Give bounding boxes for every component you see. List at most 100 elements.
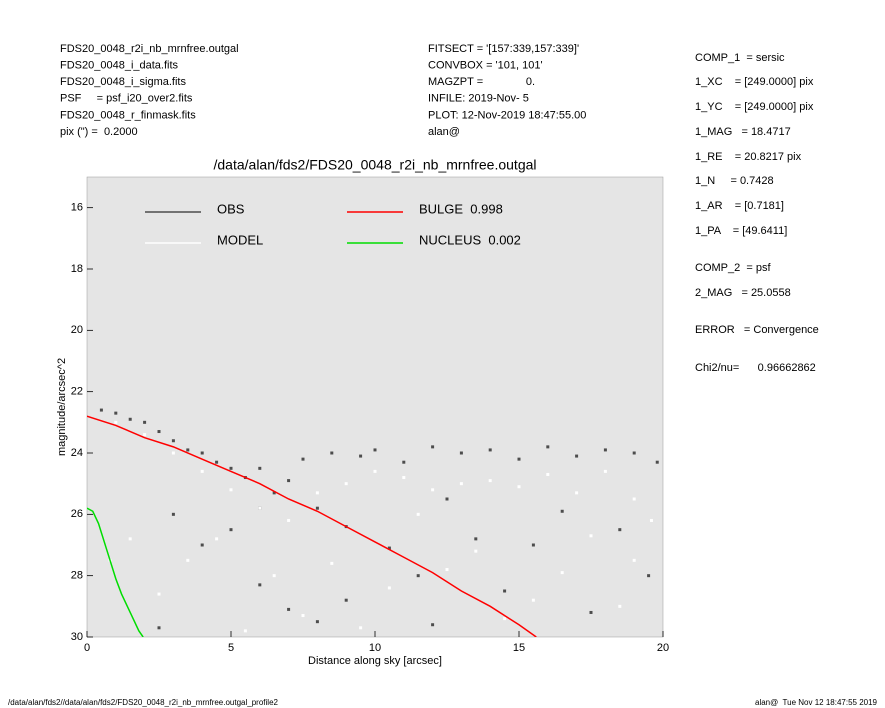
header-middle-line: FITSECT = '[157:339,157:339]' bbox=[428, 43, 579, 55]
header-right-line: 1_AR = [0.7181] bbox=[695, 200, 784, 212]
data-point bbox=[546, 472, 550, 476]
header-left-line: FDS20_0048_i_data.fits bbox=[60, 60, 179, 72]
data-point bbox=[330, 451, 334, 455]
data-point bbox=[618, 604, 622, 608]
data-point bbox=[243, 629, 247, 633]
series-line bbox=[87, 507, 144, 637]
header-middle-line: INFILE: 2019-Nov- 5 bbox=[428, 93, 529, 105]
data-point bbox=[632, 558, 636, 562]
y-tick-label: 16 bbox=[71, 202, 83, 214]
data-point bbox=[416, 512, 420, 516]
header-right-line: 1_RE = 20.8217 pix bbox=[695, 151, 802, 163]
data-point bbox=[186, 558, 190, 562]
data-point bbox=[649, 518, 653, 522]
data-point bbox=[315, 506, 319, 510]
data-point bbox=[200, 469, 204, 473]
data-point bbox=[488, 448, 492, 452]
header-right-line: COMP_2 = psf bbox=[695, 262, 771, 274]
plot-area bbox=[86, 176, 664, 638]
data-point bbox=[215, 537, 219, 541]
data-point bbox=[459, 482, 463, 486]
series-line bbox=[87, 415, 537, 637]
x-tick-label: 15 bbox=[513, 642, 525, 654]
data-point bbox=[229, 488, 233, 492]
header-right-line: Chi2/nu= 0.96662862 bbox=[695, 362, 816, 374]
y-tick-label: 18 bbox=[71, 263, 83, 275]
data-point bbox=[373, 448, 377, 452]
data-point bbox=[575, 454, 579, 458]
chart-title: /data/alan/fds2/FDS20_0048_r2i_nb_mrnfre… bbox=[214, 157, 537, 173]
header-left-line: PSF = psf_i20_over2.fits bbox=[60, 93, 193, 105]
data-point bbox=[359, 626, 363, 630]
data-point bbox=[99, 408, 103, 412]
footer-right: alan@ Tue Nov 12 18:47:55 2019 bbox=[755, 698, 878, 707]
data-point bbox=[445, 497, 449, 501]
data-point bbox=[157, 430, 161, 434]
data-point bbox=[655, 460, 659, 464]
y-tick-label: 24 bbox=[71, 447, 83, 459]
legend-label: NUCLEUS 0.002 bbox=[419, 232, 521, 247]
data-point bbox=[359, 454, 363, 458]
data-point bbox=[287, 479, 291, 483]
data-point bbox=[287, 607, 291, 611]
x-tick-label: 5 bbox=[228, 642, 234, 654]
data-point bbox=[431, 445, 435, 449]
data-point bbox=[200, 543, 204, 547]
header-left-line: pix (") = 0.2000 bbox=[60, 126, 138, 138]
data-point bbox=[215, 460, 219, 464]
data-point bbox=[402, 476, 406, 480]
data-point bbox=[402, 460, 406, 464]
data-point bbox=[287, 518, 291, 522]
data-point bbox=[157, 626, 161, 630]
header-left-line: FDS20_0048_r2i_nb_mrnfree.outgal bbox=[60, 43, 239, 55]
data-point bbox=[387, 546, 391, 550]
data-point bbox=[157, 592, 161, 596]
data-point bbox=[272, 491, 276, 495]
data-point bbox=[200, 451, 204, 455]
y-tick-label: 28 bbox=[71, 570, 83, 582]
header-middle-line: MAGZPT = 0. bbox=[428, 76, 535, 88]
header-middle-line: PLOT: 12-Nov-2019 18:47:55.00 bbox=[428, 109, 586, 121]
data-point bbox=[315, 491, 319, 495]
header-right-line: 1_XC = [249.0000] pix bbox=[695, 76, 814, 88]
data-point bbox=[143, 433, 147, 437]
data-point bbox=[373, 469, 377, 473]
data-point bbox=[603, 469, 607, 473]
data-point bbox=[488, 479, 492, 483]
data-point bbox=[474, 537, 478, 541]
data-point bbox=[503, 589, 507, 593]
header-middle-line: alan@ bbox=[428, 126, 460, 138]
x-axis-label: Distance along sky [arcsec] bbox=[308, 655, 442, 667]
data-point bbox=[632, 451, 636, 455]
data-point bbox=[258, 506, 262, 510]
data-point bbox=[387, 586, 391, 590]
data-point bbox=[315, 620, 319, 624]
data-point bbox=[531, 543, 535, 547]
header-right-line: ERROR = Convergence bbox=[695, 324, 819, 336]
data-point bbox=[589, 534, 593, 538]
data-point bbox=[589, 610, 593, 614]
data-point bbox=[459, 451, 463, 455]
data-point bbox=[258, 466, 262, 470]
y-tick-label: 26 bbox=[71, 508, 83, 520]
data-point bbox=[272, 574, 276, 578]
header-left-line: FDS20_0048_r_finmask.fits bbox=[60, 109, 196, 121]
data-point bbox=[128, 537, 132, 541]
data-point bbox=[560, 571, 564, 575]
footer-left: /data/alan/fds2//data/alan/fds2/FDS20_00… bbox=[8, 698, 279, 707]
data-point bbox=[330, 561, 334, 565]
x-tick-label: 0 bbox=[84, 642, 90, 654]
data-point bbox=[603, 448, 607, 452]
data-point bbox=[171, 451, 175, 455]
data-point bbox=[503, 617, 507, 621]
data-point bbox=[128, 417, 132, 421]
legend-label: MODEL bbox=[217, 232, 263, 247]
header-right-line: 1_MAG = 18.4717 bbox=[695, 126, 791, 138]
data-point bbox=[517, 457, 521, 461]
x-tick-label: 20 bbox=[657, 642, 669, 654]
y-tick-label: 30 bbox=[71, 631, 83, 643]
data-point bbox=[186, 448, 190, 452]
data-point bbox=[171, 439, 175, 443]
data-point bbox=[474, 549, 478, 553]
